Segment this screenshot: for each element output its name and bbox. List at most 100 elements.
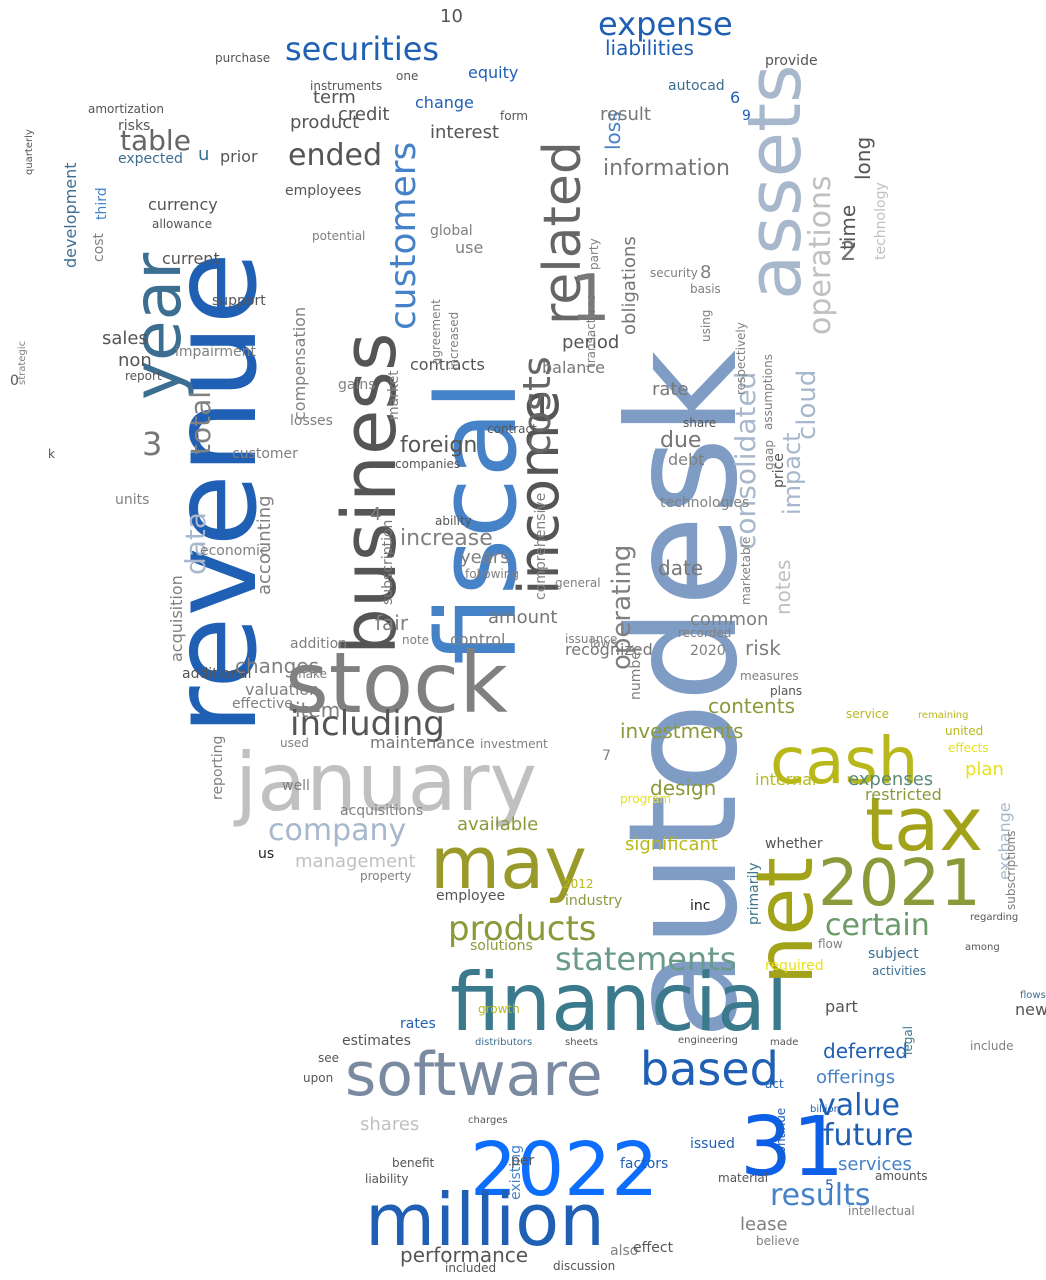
word-stock: stock <box>285 634 508 732</box>
word-share: share <box>683 416 716 430</box>
word-per: per <box>511 1153 535 1169</box>
word-31: 31 <box>740 1100 844 1195</box>
word-material: material <box>718 1171 768 1185</box>
word-included: included <box>445 1261 496 1275</box>
word-amortization: amortization <box>88 102 164 116</box>
word-increased: increased <box>447 312 461 370</box>
word-include: include <box>970 1039 1013 1053</box>
word-years: years <box>460 547 510 568</box>
word-available: available <box>457 814 538 835</box>
word-technology: technology <box>873 182 889 260</box>
word-service: service <box>846 707 889 721</box>
word-activities: activities <box>872 964 926 978</box>
word-notes: notes <box>771 560 795 615</box>
word-9: 9 <box>742 108 751 124</box>
word-increase: increase <box>400 526 493 551</box>
word-result: result <box>600 104 651 125</box>
word-accounting: accounting <box>254 495 275 595</box>
word-general: general <box>555 576 601 590</box>
word-4: 4 <box>370 504 381 525</box>
word-income: income <box>507 390 572 595</box>
word-restricted: restricted <box>865 785 942 804</box>
word-rates: rates <box>400 1016 436 1032</box>
word-act: act <box>765 1077 784 1091</box>
word-10: 10 <box>440 6 463 27</box>
word-recorded: recorded <box>678 626 731 640</box>
word-maintenance: maintenance <box>370 733 475 752</box>
word-obligations: obligations <box>619 236 640 335</box>
word-table: table <box>120 124 191 157</box>
word-whether: whether <box>765 836 823 852</box>
word-liability: liability <box>365 1172 408 1186</box>
word-subject: subject <box>868 946 919 962</box>
word-factors: factors <box>620 1156 668 1172</box>
word-believe: believe <box>756 1234 800 1248</box>
word-existing: existing <box>508 1145 524 1200</box>
word-0: 0 <box>10 373 19 389</box>
word-units: units <box>115 492 149 508</box>
word-debt: debt <box>668 450 704 469</box>
word-liabilities: liabilities <box>605 36 694 60</box>
word-business: business <box>327 332 413 655</box>
word-discussion: discussion <box>553 1259 615 1273</box>
word-prior: prior <box>220 147 258 166</box>
word-economic: economic <box>200 543 268 559</box>
word-fiscal: fiscal <box>413 380 541 665</box>
word-5: 5 <box>825 1178 834 1194</box>
word-item: item <box>295 698 340 722</box>
word-consolidated: consolidated <box>729 372 762 550</box>
word-made: made <box>770 1037 798 1048</box>
word-assumptions: assumptions <box>761 354 775 430</box>
word-change: change <box>415 93 474 112</box>
word-k: k <box>48 447 55 461</box>
word-investment: investment <box>480 737 548 751</box>
word-risks: risks <box>118 118 150 134</box>
word-basis: basis <box>690 282 721 296</box>
word-companies: companies <box>395 457 460 471</box>
word-information: information <box>603 156 730 181</box>
word-deferred: deferred <box>823 1039 908 1063</box>
word-property: property <box>360 869 411 883</box>
word-following: following <box>465 567 519 581</box>
word-long: long <box>851 137 875 180</box>
word-assets: assets <box>732 64 818 300</box>
word-party: party <box>587 238 601 270</box>
word-6: 6 <box>730 88 740 107</box>
word-rate: rate <box>652 379 689 400</box>
word-gaap: gaap <box>762 440 776 470</box>
word-performance: performance <box>400 1243 528 1267</box>
word-expense: expense <box>598 5 733 43</box>
word-autocad: autocad <box>668 78 725 94</box>
word-development: development <box>61 162 80 268</box>
word-flows: flows <box>1020 990 1046 1001</box>
word-foreign: foreign <box>400 433 477 458</box>
word-lease: lease <box>740 1214 788 1235</box>
word-impact: impact <box>778 432 806 515</box>
word-time: time <box>836 205 860 250</box>
word-2022: 2022 <box>470 1127 658 1213</box>
word-allowance: allowance <box>152 217 212 231</box>
word-equity: equity <box>468 63 518 82</box>
word-global: global <box>430 223 473 239</box>
word-charges: charges <box>468 1115 508 1126</box>
word-marketable: marketable <box>739 537 753 605</box>
word-ended: ended <box>288 138 382 173</box>
word-year: year <box>119 252 196 400</box>
word-current: current <box>162 249 220 268</box>
word-securities: securities <box>285 30 439 68</box>
word-based: based <box>640 1042 779 1096</box>
word-estimates: estimates <box>342 1033 411 1049</box>
word-january: january <box>233 736 537 829</box>
word-form: form <box>500 109 528 123</box>
word-primarily: primarily <box>746 862 762 925</box>
word-united: united <box>945 724 983 738</box>
word-strategic: strategic <box>17 341 28 385</box>
word-customers: customers <box>383 142 424 330</box>
word-expected: expected <box>118 151 183 167</box>
word-use: use <box>455 238 483 257</box>
word-inc: inc <box>690 898 710 914</box>
word-upon: upon <box>303 1071 333 1085</box>
word-provide: provide <box>765 53 818 69</box>
word-intellectual: intellectual <box>848 1204 915 1218</box>
